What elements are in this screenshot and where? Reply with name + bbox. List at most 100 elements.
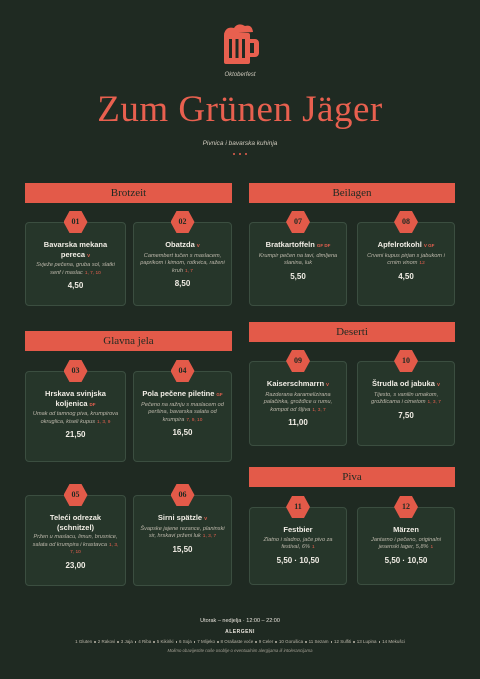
item-number-badge: 10: [394, 350, 418, 372]
kicker: Oktoberfest: [224, 72, 256, 78]
item-name-text: Sirni spätzle: [157, 513, 203, 522]
item-description: Razderana karamelizirana palačinka, grož…: [255, 392, 341, 415]
menu-item-card: Apfelrotkohl V GF Crveni kupus pirjan s ja…: [357, 222, 455, 306]
item-number-badge: 04: [170, 360, 195, 382]
allergen: 8 Orašaste voće: [220, 639, 254, 644]
menu-item-card: Obatzda V Camembert tučen s maslacem, papr…: [133, 222, 232, 306]
item-description-text: Jantarno i pečeno, originalni jesenski l…: [371, 536, 441, 551]
separator-dot: [378, 641, 381, 643]
item-allergens: 1, 3, 7, 10: [70, 542, 119, 556]
item-description: Svježe pečena, gruba sol, slatki senf i …: [31, 262, 120, 277]
section-header: Brotzeit: [25, 183, 232, 203]
menu-item-card: Štrudla od jabuka V Tijesto, s vanilin uma…: [357, 361, 455, 446]
menu-item-card: Teleći odrezak (schnitzel) Pržen u maslac…: [25, 495, 126, 586]
item-name: Teleći odrezak (schnitzel): [31, 513, 120, 532]
allergen: 6 Soja: [179, 639, 192, 644]
allergen: 7 Mlijeko: [197, 639, 216, 644]
item-allergens: 1, 3, 7: [312, 407, 326, 413]
item-name-text: Bratkartoffeln: [265, 240, 315, 249]
allergen: 2 Rakovi: [97, 639, 116, 644]
allergen: 10 Gorušica: [278, 639, 304, 644]
item-description-text: Pržen u maslacu, limun, brusnice, salata…: [32, 534, 118, 548]
menu-item-card: Festbier Zlatno i sladno, jače pivo za fe…: [249, 507, 347, 585]
opening-hours: Utorak – nedjelja · 12:00 – 22:00: [200, 618, 280, 624]
item-description-text: Razderana karamelizirana palačinka, grož…: [263, 391, 333, 413]
allergen: 11 Sezam: [308, 639, 329, 644]
item-number-badge: 06: [170, 484, 195, 506]
separator-dot: [193, 641, 196, 643]
item-name: Obatzda V: [139, 240, 226, 251]
item-description: Jantarno i pečeno, originalni jesenski l…: [363, 537, 449, 552]
divider-dots: [233, 153, 247, 155]
item-description-text: Camembert tučen s maslacem, paprikom i k…: [140, 252, 225, 274]
allergen: 9 Celer: [258, 639, 274, 644]
item-description-text: Krumpir pečen na tavi, dimljena slanina,…: [258, 252, 338, 267]
item-name: Hrskava svinjska koljenica DF: [31, 389, 120, 409]
item-description: Pržen u maslacu, limun, brusnice, salata…: [31, 534, 120, 557]
item-allergens: 1, 3, 7: [202, 534, 217, 539]
separator-dot: [117, 641, 119, 643]
separator-dot: [275, 641, 277, 643]
allergen: 14 Mekušci: [382, 639, 405, 644]
separator-dot: [217, 641, 219, 643]
item-number-badge: 02: [170, 211, 195, 233]
separator-dot: [175, 641, 177, 643]
section-header: Glavna jela: [25, 331, 232, 351]
separator-dot: [305, 641, 307, 643]
item-tags: V: [87, 252, 91, 258]
item-description-text: Svježe pečena, gruba sol, slatki senf i …: [36, 262, 115, 276]
item-number-badge: 05: [63, 484, 88, 506]
item-tags: GF: [216, 392, 223, 397]
item-name-text: Kaiserschmarrn: [266, 379, 325, 388]
item-number-badge: 07: [286, 211, 310, 233]
allergen: 13 Lupina: [356, 639, 377, 644]
item-name-text: Hrskava svinjska koljenica: [45, 389, 106, 408]
allergen: 1 Gluten: [75, 639, 93, 644]
item-name-text: Pola pečene piletine: [142, 389, 215, 398]
item-price: 5,50 · 10,50: [384, 555, 428, 565]
allergy-note: Molimo obavijestite naše osoblje o event…: [167, 648, 313, 653]
item-description: Camembert tučen s maslacem, paprikom i k…: [139, 253, 226, 276]
separator-dot: [330, 641, 333, 643]
item-price: 5,50 · 10,50: [276, 555, 320, 565]
item-number-badge: 08: [394, 211, 418, 233]
item-tags: V: [436, 382, 440, 387]
item-allergens: 1, 7: [184, 268, 193, 274]
item-description-text: Tijesto, s vanilin umakom, grožđicama i …: [371, 391, 439, 406]
title: Zum Grünen Jäger: [97, 89, 383, 130]
item-allergens: 7, 9, 10: [186, 417, 203, 423]
item-description-text: Švapske jajene rezance, planinski sir, h…: [140, 525, 225, 540]
item-name: Štrudla od jabuka V: [363, 379, 449, 390]
menu-item-card: Pola pečene piletine GF Pečeno na ražnju s…: [133, 371, 232, 462]
item-name-text: Festbier: [283, 525, 313, 534]
item-name-text: Bavarska mekana pereca: [43, 240, 108, 259]
menu-item-card: Märzen Jantarno i pečeno, originalni jese…: [357, 507, 455, 585]
item-number-badge: 11: [286, 496, 310, 518]
allergens-title: ALERGENI: [225, 629, 255, 635]
item-description: Švapske jajene rezance, planinski sir, h…: [139, 526, 226, 541]
separator-dot: [153, 641, 155, 643]
item-price: 7,50: [398, 410, 414, 420]
item-price: 21,50: [65, 430, 86, 439]
item-name: Bratkartoffeln GF DF: [255, 240, 341, 251]
item-description: Umak od tamnog piva, krumpirova okruglic…: [31, 411, 120, 426]
item-allergens: 12: [419, 261, 425, 266]
item-number-badge: 12: [394, 496, 418, 518]
item-allergens: 1, 7, 10: [84, 270, 101, 276]
item-number-badge: 09: [286, 350, 310, 372]
item-name: Kaiserschmarrn V: [255, 379, 341, 390]
item-name: Bavarska mekana pereca V: [31, 240, 120, 260]
item-description-text: Crveni kupus pirjan s jabukom i crnim vi…: [367, 252, 445, 267]
item-description: Zlatno i sladno, jače pivo za festival, …: [255, 537, 341, 552]
section-header: Beilagen: [249, 183, 455, 203]
item-allergens: 1, 3, 7: [427, 400, 441, 405]
subtitle: Pivnica i bavarska kuhinja: [202, 140, 278, 147]
allergen: 5 Kikiriki: [156, 639, 174, 644]
item-price: 4,50: [398, 271, 414, 281]
item-description-text: Zlatno i sladno, jače pivo za festival, …: [263, 536, 333, 551]
item-tags: GF DF: [316, 243, 331, 248]
item-description-text: Umak od tamnog piva, krumpirova okruglic…: [32, 411, 119, 425]
separator-dot: [255, 641, 257, 643]
item-allergens: 1: [311, 545, 315, 550]
